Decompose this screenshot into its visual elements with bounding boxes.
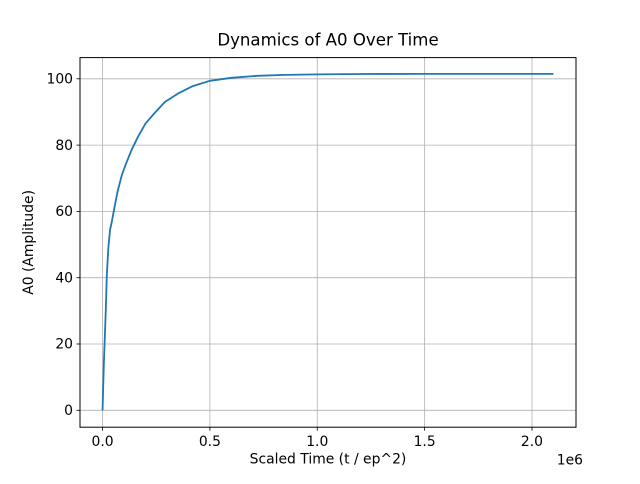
x-tick-label: 1.5	[414, 434, 436, 450]
y-tick-label: 20	[55, 337, 73, 353]
tick-label-layer: 0.0 0.5 1.0 1.5 2.0 0 20 40 60 80 100	[46, 72, 543, 450]
x-tick-label: 2.0	[521, 434, 543, 450]
chart-title: Dynamics of A0 Over Time	[217, 31, 438, 50]
y-tick-label: 80	[55, 138, 73, 154]
series-line-A0	[101, 72, 554, 411]
y-tick-label: 0	[64, 403, 73, 419]
x-axis-label: Scaled Time (t / ep^2)	[250, 452, 407, 468]
x-tick-label: 0.5	[199, 434, 221, 450]
y-axis-label: A0 (Amplitude)	[21, 190, 37, 295]
x-tick-label: 0.0	[91, 434, 113, 450]
x-offset-label: 1e6	[557, 453, 583, 469]
y-tick-label: 40	[55, 270, 73, 286]
tick-layer	[76, 78, 533, 431]
y-tick-label: 60	[55, 204, 73, 220]
grid-layer	[80, 57, 576, 428]
plot-border	[79, 57, 577, 428]
series-layer	[101, 72, 554, 411]
x-tick-label: 1.0	[306, 434, 328, 450]
y-tick-label: 100	[46, 72, 73, 88]
